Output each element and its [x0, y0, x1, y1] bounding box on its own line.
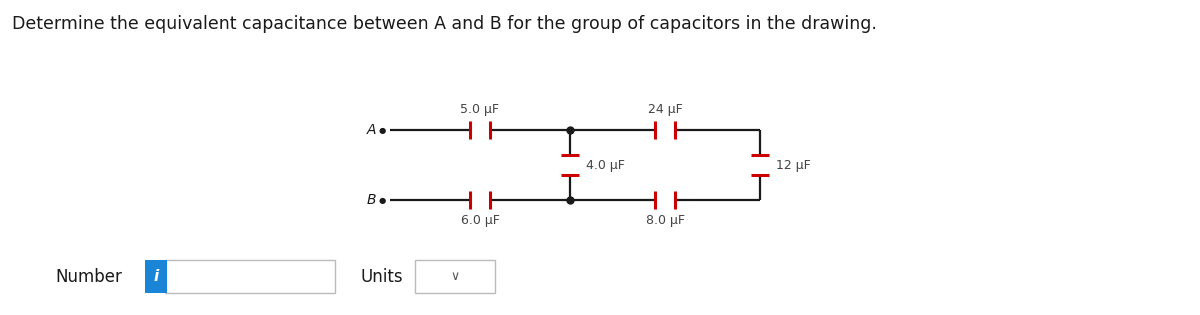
- Text: ∨: ∨: [450, 270, 460, 283]
- Text: ●: ●: [379, 196, 386, 204]
- Text: i: i: [154, 269, 158, 284]
- Text: A: A: [366, 123, 376, 137]
- Text: Number: Number: [55, 268, 122, 286]
- Text: Units: Units: [360, 268, 403, 286]
- Text: ●: ●: [379, 125, 386, 135]
- Text: 8.0 μF: 8.0 μF: [646, 214, 684, 227]
- Text: B: B: [366, 193, 376, 207]
- Bar: [415, 260, 496, 293]
- Text: Determine the equivalent capacitance between A and B for the group of capacitors: Determine the equivalent capacitance bet…: [12, 15, 877, 33]
- Text: 5.0 μF: 5.0 μF: [461, 103, 499, 116]
- Text: 24 μF: 24 μF: [648, 103, 683, 116]
- Bar: [166, 260, 335, 293]
- Bar: [145, 260, 167, 293]
- Text: 12 μF: 12 μF: [776, 158, 811, 171]
- Text: 6.0 μF: 6.0 μF: [461, 214, 499, 227]
- Text: 4.0 μF: 4.0 μF: [586, 158, 625, 171]
